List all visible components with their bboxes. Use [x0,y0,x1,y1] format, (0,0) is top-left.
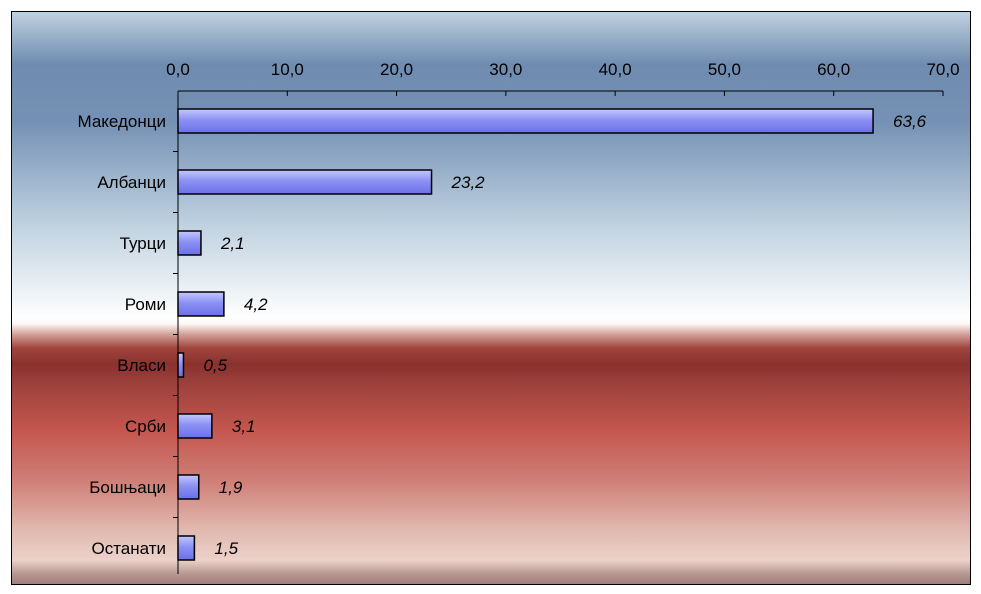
data-label: 23,2 [451,173,486,192]
chart-frame: 0,0 10,0 20,0 30,0 40,0 50,0 60,0 70,0 Македонц… [11,11,971,585]
x-axis-ticks: 0,0 10,0 20,0 30,0 40,0 50,0 60,0 70,0 [166,60,960,518]
category-label: Останати [91,539,166,558]
category-label: Власи [117,356,166,375]
data-label: 1,5 [214,539,238,558]
bar-7 [177,474,200,500]
category-labels: Македонци Албанци Турци Роми Власи Срби Бошњац… [77,112,166,558]
bar-6 [177,413,213,439]
data-label: 1,9 [219,478,243,497]
category-label: Македонци [77,112,166,131]
x-tick-label: 10,0 [271,60,304,79]
data-labels: 63,6 23,2 2,1 4,2 0,5 3,1 1,9 1,5 [203,112,926,558]
x-tick-label: 0,0 [166,60,190,79]
bar-chart: 0,0 10,0 20,0 30,0 40,0 50,0 60,0 70,0 Македонц… [77,60,960,574]
category-label: Албанци [97,173,166,192]
category-label: Роми [125,295,166,314]
category-label: Бошњаци [89,478,166,497]
x-tick-label: 20,0 [380,60,413,79]
bar-4 [177,291,225,317]
bar-1 [177,108,874,134]
x-tick-label: 50,0 [708,60,741,79]
bar-3 [177,230,202,256]
data-label: 3,1 [232,417,256,436]
data-label: 63,6 [893,112,927,131]
data-label: 2,1 [220,234,245,253]
category-label: Срби [125,417,166,436]
data-label: 4,2 [244,295,268,314]
category-label: Турци [120,234,166,253]
x-tick-label: 60,0 [817,60,850,79]
x-tick-label: 70,0 [926,60,959,79]
bar-5 [177,352,185,378]
data-label: 0,5 [203,356,227,375]
x-tick-label: 30,0 [489,60,522,79]
bars [177,108,874,561]
bar-2 [177,169,433,195]
bar-8 [177,535,196,561]
x-tick-label: 40,0 [599,60,632,79]
